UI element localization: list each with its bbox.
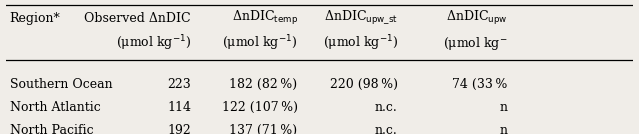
Text: Observed ΔnDIC: Observed ΔnDIC	[84, 12, 191, 25]
Text: 114: 114	[167, 101, 191, 114]
Text: ΔnDIC$_{\mathrm{temp}}$: ΔnDIC$_{\mathrm{temp}}$	[231, 9, 298, 27]
Text: n: n	[499, 124, 507, 134]
Text: 220 (98 %): 220 (98 %)	[330, 78, 397, 91]
Text: (μmol kg$^{-1}$): (μmol kg$^{-1}$)	[116, 34, 191, 53]
Text: ΔnDIC$_{\mathrm{upw}}$: ΔnDIC$_{\mathrm{upw}}$	[446, 9, 507, 27]
Text: (μmol kg$^{-1}$): (μmol kg$^{-1}$)	[323, 34, 397, 53]
Text: 74 (33 %: 74 (33 %	[452, 78, 507, 91]
Text: Southern Ocean: Southern Ocean	[10, 78, 112, 91]
Text: 137 (71 %): 137 (71 %)	[229, 124, 298, 134]
Text: (μmol kg$^{-1}$): (μmol kg$^{-1}$)	[222, 34, 298, 53]
Text: (μmol kg$^{-}$: (μmol kg$^{-}$	[443, 35, 507, 52]
Text: n.c.: n.c.	[375, 124, 397, 134]
Text: n: n	[499, 101, 507, 114]
Text: n.c.: n.c.	[375, 101, 397, 114]
Text: North Atlantic: North Atlantic	[10, 101, 100, 114]
Text: 192: 192	[167, 124, 191, 134]
Text: ΔnDIC$_{\mathrm{upw\_st}}$: ΔnDIC$_{\mathrm{upw\_st}}$	[324, 9, 397, 27]
Text: 223: 223	[167, 78, 191, 91]
Text: 122 (107 %): 122 (107 %)	[222, 101, 298, 114]
Text: Region*: Region*	[10, 12, 60, 25]
Text: 182 (82 %): 182 (82 %)	[229, 78, 298, 91]
Text: North Pacific: North Pacific	[10, 124, 93, 134]
